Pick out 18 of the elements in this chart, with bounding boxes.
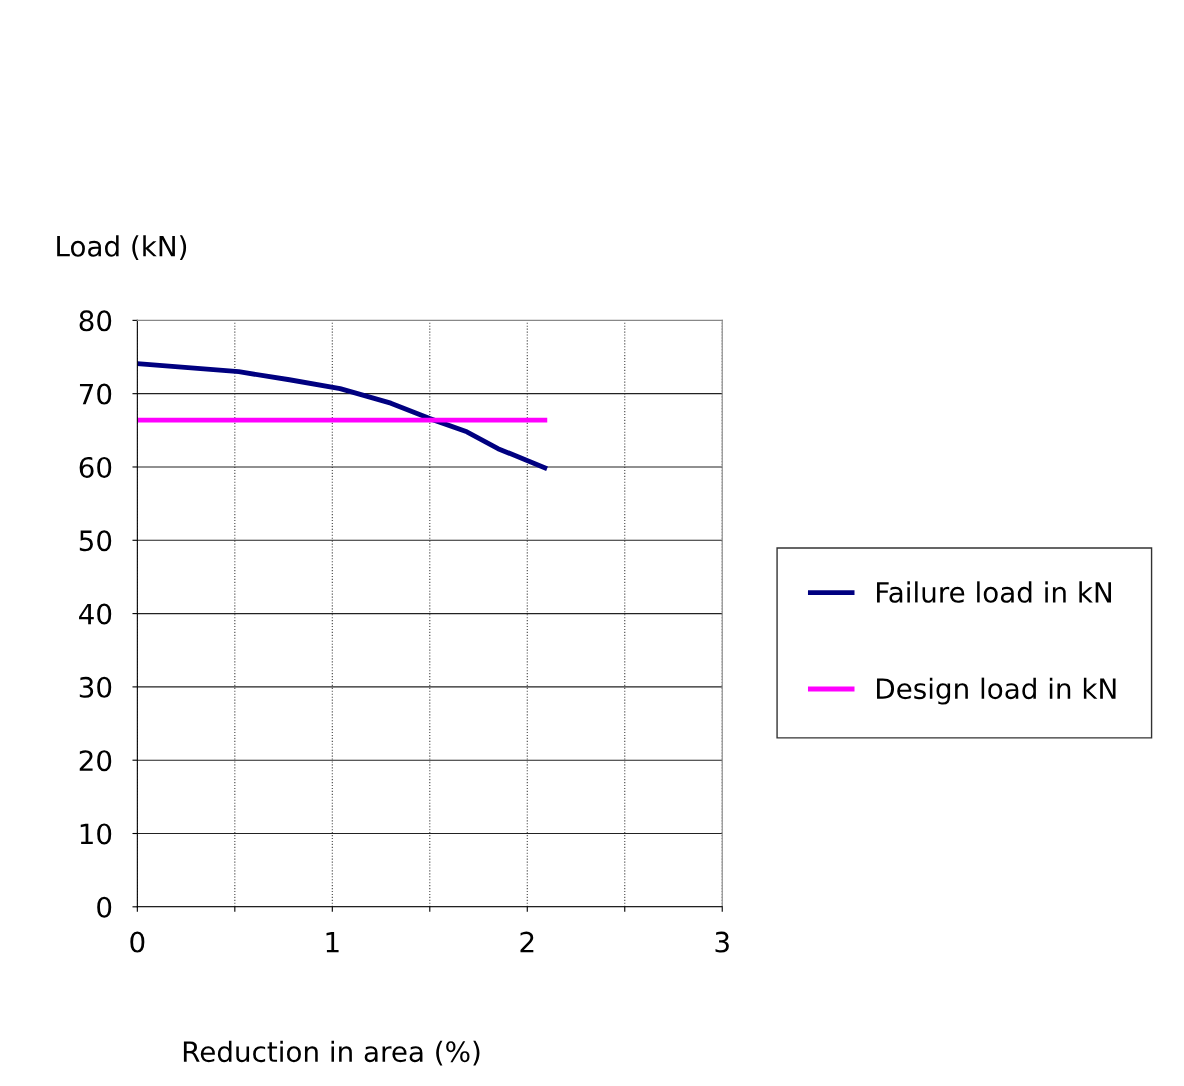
y-tick-label: 0 — [97, 896, 112, 918]
line-series — [137, 361, 548, 471]
y-tick-label: 30 — [79, 676, 112, 698]
y-axis-title: Load (kN) — [57, 235, 187, 261]
y-tick-label: 50 — [79, 530, 112, 552]
x-tick-label: 0 — [130, 931, 145, 953]
x-tick-label: 1 — [326, 931, 339, 953]
y-tick-label: 60 — [79, 456, 112, 478]
y-tick-label: 80 — [79, 310, 112, 332]
y-tick-label: 70 — [79, 383, 112, 405]
y-tick-label: 10 — [80, 823, 112, 845]
y-tick-label: 40 — [79, 603, 112, 625]
legend-label: Design load in kN — [877, 677, 1116, 705]
legend-label: Failure load in kN — [877, 581, 1111, 603]
x-axis-title: Reduction in area (%) — [183, 1040, 480, 1066]
x-tick-label: 2 — [520, 931, 534, 953]
y-tick-label: 20 — [79, 750, 112, 772]
x-tick-label: 3 — [715, 931, 729, 953]
